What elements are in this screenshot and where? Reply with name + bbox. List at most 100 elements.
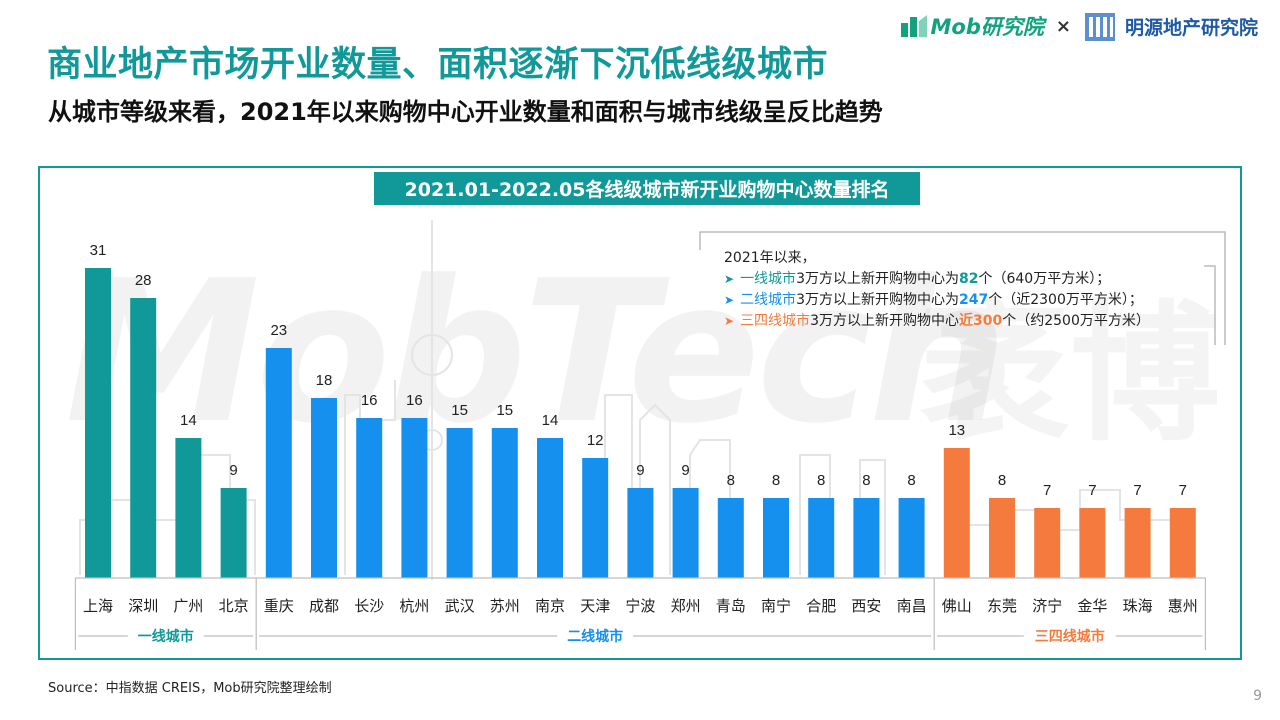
category-label: 合肥 [806, 597, 836, 615]
bar-南京 [537, 438, 563, 578]
logo-area: Mob研究院 × 明源地产研究院 [900, 8, 1258, 44]
annotation-box: 2021年以来， ➤ 一线城市 3万方以上新开购物中心为 82 个（640万平方… [724, 248, 1150, 332]
annotation-frame [699, 231, 1226, 345]
chart-frame [38, 166, 1242, 660]
mob-logo: Mob研究院 [900, 11, 1044, 41]
category-label: 南宁 [761, 597, 791, 615]
value-label: 7 [1088, 482, 1096, 499]
bar-南宁 [763, 498, 789, 578]
source-note: Source：中指数据 CREIS，Mob研究院整理绘制 [48, 681, 332, 696]
value-label: 9 [636, 462, 644, 479]
category-label: 佛山 [942, 597, 972, 615]
value-label: 23 [270, 322, 287, 339]
annotation-tier2-mid: 3万方以上新开购物中心为 [796, 292, 959, 308]
bar-珠海 [1124, 508, 1151, 578]
value-label: 16 [406, 392, 423, 409]
chevron-right-icon: ➤ [724, 314, 735, 328]
bar-佛山 [943, 448, 970, 578]
category-label: 宁波 [625, 597, 655, 615]
group-label: 一线城市 [138, 628, 194, 645]
mob-logo-text: Mob研究院 [930, 15, 1044, 39]
value-label: 16 [361, 392, 378, 409]
annotation-tier3-mid: 3万方以上新开购物中心 [810, 313, 959, 329]
category-label: 南昌 [897, 597, 927, 615]
value-label: 31 [90, 242, 107, 259]
bar-苏州 [491, 428, 518, 578]
value-label: 28 [135, 272, 152, 289]
bar-武汉 [446, 428, 473, 578]
bar-天津 [582, 458, 609, 578]
group-label: 二线城市 [567, 628, 623, 645]
category-label: 南京 [535, 597, 565, 615]
annotation-tier1-suffix: 个（640万平方米）； [978, 271, 1111, 287]
value-label: 15 [496, 402, 513, 419]
bar-杭州 [401, 418, 428, 578]
bar-南昌 [898, 498, 925, 578]
bar-北京 [220, 488, 247, 578]
category-label: 惠州 [1168, 597, 1198, 615]
category-label: 郑州 [671, 597, 701, 615]
value-label: 8 [772, 472, 780, 489]
category-label: 东莞 [987, 597, 1017, 615]
bar-成都 [311, 398, 337, 578]
category-label: 济宁 [1032, 597, 1062, 615]
category-label: 广州 [173, 597, 203, 615]
annotation-tier2-prefix: 二线城市 [740, 292, 797, 308]
category-label: 上海 [83, 597, 113, 615]
bar-合肥 [808, 498, 835, 578]
category-label: 长沙 [354, 597, 384, 615]
annotation-tier3-suffix: 个（约2500万平方米） [1002, 313, 1150, 329]
bar-上海 [85, 268, 111, 578]
bar-惠州 [1169, 508, 1196, 578]
category-label: 青岛 [716, 597, 746, 615]
value-labels-layer: 31 28 14 9 23 18 16 16 15 15 14 12 9 9 8 8 8 8 8 13 8 7 7 7 7 [90, 242, 1187, 499]
annotation-line-tier3: ➤ 三四线城市 3万方以上新开购物中心 近300 个（约2500万平方米） [724, 311, 1150, 332]
chevron-right-icon: ➤ [724, 293, 735, 307]
annotation-tier3-num: 近300 [958, 313, 1003, 329]
value-label: 14 [542, 412, 559, 429]
category-label: 金华 [1077, 597, 1107, 615]
annotation-tier3-prefix: 三四线城市 [740, 313, 811, 329]
value-label: 9 [229, 462, 237, 479]
bar-郑州 [672, 488, 699, 578]
category-label: 苏州 [490, 597, 520, 615]
category-label: 深圳 [128, 597, 158, 615]
annotation-tier2-suffix: 个（近2300万平方米）； [988, 292, 1143, 308]
group-label: 三四线城市 [1035, 628, 1105, 645]
bars-layer [85, 268, 1196, 578]
category-label: 杭州 [399, 597, 429, 615]
bar-广州 [175, 438, 202, 578]
category-label: 天津 [580, 597, 610, 615]
mingyuan-logo-text: 明源地产研究院 [1124, 16, 1258, 39]
bar-西安 [853, 498, 880, 578]
page-subtitle: 从城市等级来看，2021年以来购物中心开业数量和面积与城市线级呈反比趋势 [48, 98, 883, 126]
category-label: 珠海 [1123, 597, 1153, 615]
bar-金华 [1079, 508, 1106, 578]
watermark-cn-text: 袤博 [920, 288, 1221, 462]
annotation-line-tier1: ➤ 一线城市 3万方以上新开购物中心为 82 个（640万平方米）； [724, 269, 1150, 290]
chart-title: 2021.01-2022.05各线级城市新开业购物中心数量排名 [374, 172, 920, 205]
page-title: 商业地产市场开业数量、面积逐渐下沉低线级城市 [47, 45, 829, 85]
bar-东莞 [989, 498, 1015, 578]
mob-logo-icon [900, 15, 927, 37]
annotation-tier2-num: 247 [958, 292, 989, 308]
category-labels-layer: 上海 深圳 广州 北京 重庆 成都 长沙 杭州 武汉 苏州 南京 天津 宁波 郑州 青岛 南宁 合肥 西安 南昌 佛山… [83, 597, 1198, 615]
value-label: 8 [862, 472, 870, 489]
category-label: 北京 [219, 597, 249, 615]
category-label: 重庆 [264, 597, 294, 615]
group-brackets-layer: 一线城市 二线城市 三四线城市 [74, 577, 1207, 650]
annotation-intro: 2021年以来， [724, 250, 816, 266]
bar-宁波 [627, 488, 654, 578]
value-label: 7 [1179, 482, 1187, 499]
value-label: 9 [681, 462, 689, 479]
value-label: 18 [316, 372, 333, 389]
value-label: 7 [1043, 482, 1051, 499]
bar-长沙 [356, 418, 383, 578]
value-label: 8 [817, 472, 825, 489]
value-label: 7 [1133, 482, 1141, 499]
bar-济宁 [1034, 508, 1061, 578]
value-label: 14 [180, 412, 197, 429]
value-label: 12 [587, 432, 604, 449]
bar-深圳 [130, 298, 157, 578]
value-label: 8 [727, 472, 735, 489]
